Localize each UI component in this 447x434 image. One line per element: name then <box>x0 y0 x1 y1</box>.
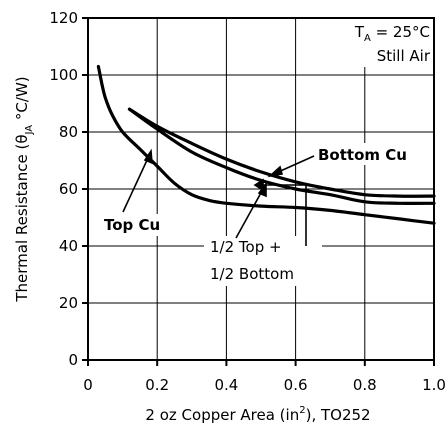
y-tick-label: 80 <box>59 123 78 141</box>
x-tick-label: 1.0 <box>422 376 446 394</box>
x-axis-title: 2 oz Copper Area (in2), TO252 <box>145 405 370 424</box>
x-tick-label: 0 <box>83 376 93 394</box>
tick-labels: 0 0.2 0.4 0.6 0.8 1.0 0 20 40 60 80 100 120 <box>49 9 446 394</box>
condition-temperature: TA = 25°C <box>354 23 430 44</box>
y-axis-title: Thermal Resistance (θJA °C/W) <box>13 76 35 302</box>
label-half-top: 1/2 Top + <box>210 238 282 256</box>
condition-air: Still Air <box>377 47 431 65</box>
label-bottom-cu: Bottom Cu <box>318 146 407 164</box>
arrow-half-1 <box>235 190 263 239</box>
half-label-bg <box>204 236 322 286</box>
y-tick-label: 120 <box>49 9 78 27</box>
label-top-cu: Top Cu <box>104 216 160 234</box>
series-line-1 <box>96 64 436 225</box>
annotation-arrows <box>122 148 315 246</box>
conditions-box <box>302 15 432 67</box>
y-tick-label: 0 <box>68 351 78 369</box>
arrow-half-2-head <box>253 178 264 192</box>
axis-ticks <box>82 17 435 366</box>
y-tick-label: 40 <box>59 237 78 255</box>
y-tick-label: 100 <box>49 66 78 84</box>
bottom-cu-label-bg <box>314 143 410 165</box>
label-half-bottom: 1/2 Bottom <box>210 265 294 283</box>
arrow-top-cu <box>122 157 149 213</box>
series-line-2 <box>127 107 436 198</box>
plot-frame <box>87 17 435 361</box>
arrow-bottom-cu-head <box>267 165 284 178</box>
top-cu-label-bg <box>100 214 178 236</box>
x-tick-label: 0.6 <box>284 376 308 394</box>
x-tick-label: 0.4 <box>214 376 238 394</box>
arrow-bottom-cu <box>275 155 315 174</box>
arrow-top-cu-head <box>143 148 153 165</box>
y-tick-label: 60 <box>59 180 78 198</box>
x-tick-label: 0.2 <box>145 376 169 394</box>
x-tick-label: 0.8 <box>353 376 377 394</box>
y-tick-label: 20 <box>59 294 78 312</box>
